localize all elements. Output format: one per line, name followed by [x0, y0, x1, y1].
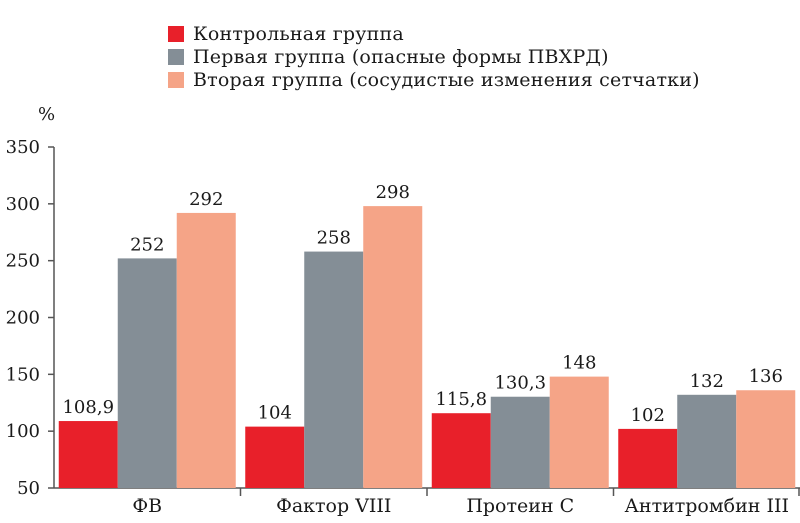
y-tick-label: 200 — [6, 308, 40, 329]
y-tick-label: 100 — [6, 421, 40, 442]
bar — [176, 212, 236, 488]
legend-label: Вторая группа (сосудистые изменения сетч… — [193, 68, 700, 91]
legend-label: Первая группа (опасные формы ПВХРД) — [193, 45, 609, 68]
data-label: 136 — [749, 366, 783, 387]
data-label: 252 — [130, 234, 164, 255]
y-tick-label: 50 — [17, 478, 40, 499]
bar — [58, 421, 118, 488]
legend-swatch-second-group — [168, 71, 184, 88]
legend-item-second-group: Вторая группа (сосудистые изменения сетч… — [168, 68, 700, 91]
y-tick-label: 350 — [6, 137, 40, 158]
data-label: 148 — [562, 353, 596, 374]
bar — [304, 251, 364, 488]
data-label: 102 — [631, 405, 665, 426]
data-label: 130,3 — [494, 373, 546, 394]
bar — [490, 396, 550, 488]
bar — [363, 206, 423, 488]
x-tick-label: Протеин С — [466, 495, 574, 517]
legend-label: Контрольная группа — [193, 22, 404, 45]
bar — [618, 428, 678, 488]
bar — [549, 376, 609, 488]
y-tick-label: 250 — [6, 251, 40, 272]
legend-swatch-control — [168, 25, 184, 42]
bar — [736, 390, 796, 488]
bar — [677, 394, 737, 488]
data-label: 115,8 — [435, 389, 487, 410]
y-axis-label: % — [38, 104, 56, 125]
data-label: 104 — [258, 403, 292, 424]
data-label: 298 — [376, 182, 410, 203]
y-tick-label: 150 — [6, 364, 40, 385]
y-tick-label: 300 — [6, 194, 40, 215]
data-label: 132 — [690, 371, 724, 392]
legend: Контрольная группа Первая группа (опасны… — [168, 22, 700, 91]
bar — [117, 258, 177, 488]
x-tick-label: Фактор VIII — [276, 495, 391, 517]
bar — [245, 426, 305, 488]
x-tick-label: Антитромбин III — [625, 495, 789, 517]
data-label: 292 — [189, 189, 223, 210]
data-label: 108,9 — [62, 397, 114, 418]
legend-item-first-group: Первая группа (опасные формы ПВХРД) — [168, 45, 700, 68]
x-tick-label: ФВ — [132, 495, 162, 517]
legend-item-control: Контрольная группа — [168, 22, 700, 45]
legend-swatch-first-group — [168, 48, 184, 65]
data-label: 258 — [317, 228, 351, 249]
bar — [431, 413, 491, 488]
